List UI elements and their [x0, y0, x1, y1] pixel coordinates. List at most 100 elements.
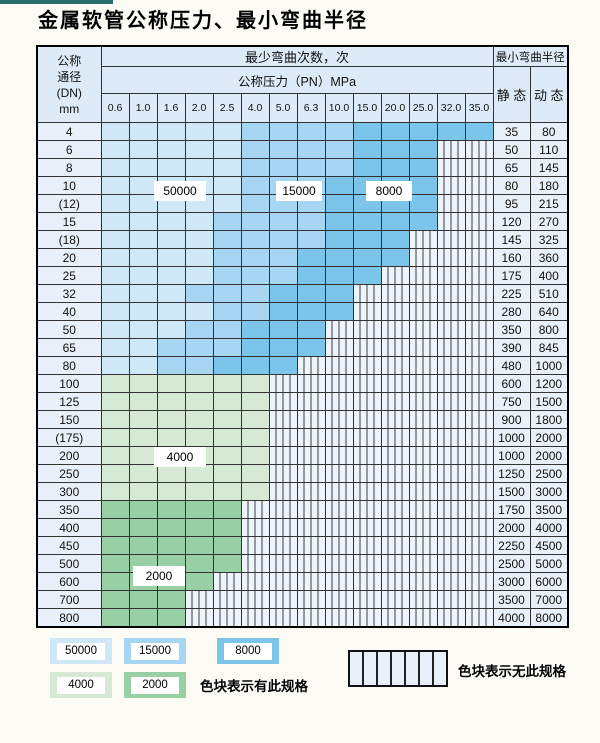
legend-green-row: 4000 2000 色块表示有此规格	[50, 672, 308, 698]
legend-swatch-label: 4000	[57, 676, 105, 694]
grid-cell	[240, 230, 270, 249]
grid-cell	[240, 464, 270, 483]
grid-cell	[380, 536, 410, 555]
grid-cell	[324, 590, 354, 609]
static-radius-cell: 1500	[492, 482, 531, 501]
bend-radius-header: 最小弯曲半径	[492, 45, 569, 67]
grid-cell	[156, 410, 186, 429]
dn-cell: 700	[36, 590, 102, 609]
grid-cell	[156, 518, 186, 537]
grid-cell	[296, 554, 326, 573]
grid-cell	[240, 410, 270, 429]
grid-cell	[128, 320, 158, 339]
grid-cell	[212, 608, 242, 628]
grid-cell	[268, 158, 298, 177]
grid-cell	[324, 158, 354, 177]
dn-cell: 4	[36, 122, 102, 141]
grid-cell	[408, 176, 438, 195]
grid-cell	[184, 158, 214, 177]
grid-cell	[268, 446, 298, 465]
dn-cell: 800	[36, 608, 102, 628]
grid-cell	[212, 212, 242, 231]
grid-cell	[184, 284, 214, 303]
grid-cell	[240, 392, 270, 411]
grid-cell	[464, 374, 494, 393]
grid-cell	[100, 284, 130, 303]
grid-cell	[380, 500, 410, 519]
grid-cell	[212, 338, 242, 357]
grid-cell	[324, 230, 354, 249]
grid-cell	[408, 374, 438, 393]
grid-cell	[380, 266, 410, 285]
grid-cell	[352, 590, 382, 609]
legend-blue-row: 50000 15000 8000	[50, 638, 279, 664]
dynamic-radius-cell: 215	[529, 194, 569, 213]
dynamic-radius-cell: 180	[529, 176, 569, 195]
grid-cell	[352, 284, 382, 303]
grid-cell	[100, 194, 130, 213]
grid-cell	[100, 482, 130, 501]
corner-line-2: 通径	[57, 69, 82, 84]
grid-cell	[436, 608, 466, 628]
table-row: 32 225 510	[36, 284, 569, 303]
table-row: 400 2000 4000	[36, 518, 569, 537]
grid-cell	[240, 176, 270, 195]
grid-cell	[100, 446, 130, 465]
grid-cell	[212, 590, 242, 609]
grid-cell	[156, 374, 186, 393]
grid-cell	[156, 536, 186, 555]
static-radius-cell: 1750	[492, 500, 531, 519]
dynamic-radius-cell: 360	[529, 248, 569, 267]
grid-cell	[128, 446, 158, 465]
grid-cell	[464, 554, 494, 573]
grid-cell	[156, 212, 186, 231]
table-row: 500 2500 5000	[36, 554, 569, 573]
grid-cell	[352, 572, 382, 591]
grid-cell	[464, 248, 494, 267]
grid-cell	[268, 608, 298, 628]
grid-cell	[408, 356, 438, 375]
pressure-col-header: 1.6	[156, 93, 186, 123]
grid-cell	[212, 230, 242, 249]
grid-cell	[156, 320, 186, 339]
static-radius-cell: 120	[492, 212, 531, 231]
dynamic-radius-cell: 1000	[529, 356, 569, 375]
grid-cell	[184, 500, 214, 519]
legend-swatch-label: 8000	[224, 642, 272, 660]
grid-cell	[100, 320, 130, 339]
grid-cell	[156, 284, 186, 303]
grid-cell	[408, 500, 438, 519]
pressure-col-header: 2.5	[212, 93, 242, 123]
grid-cell	[296, 410, 326, 429]
grid-cell	[408, 482, 438, 501]
static-radius-cell: 480	[492, 356, 531, 375]
grid-cell	[352, 212, 382, 231]
grid-cell	[240, 248, 270, 267]
grid-cell	[156, 428, 186, 447]
dn-cell: 10	[36, 176, 102, 195]
grid-cell	[436, 266, 466, 285]
grid-cell	[408, 122, 438, 141]
grid-cell	[240, 338, 270, 357]
grid-cell	[408, 536, 438, 555]
grid-cell	[380, 374, 410, 393]
table-row: 300 1500 3000	[36, 482, 569, 501]
static-radius-cell: 600	[492, 374, 531, 393]
grid-cell	[100, 554, 130, 573]
pressure-col-header: 1.0	[128, 93, 158, 123]
grid-cell	[100, 140, 130, 159]
grid-cell	[100, 176, 130, 195]
table-row: 700 3500 7000	[36, 590, 569, 609]
grid-cell	[436, 338, 466, 357]
pressure-col-header: 10.0	[324, 93, 354, 123]
dn-cell: 65	[36, 338, 102, 357]
grid-cell	[128, 590, 158, 609]
grid-cell	[128, 500, 158, 519]
grid-cell	[324, 446, 354, 465]
grid-cell	[240, 140, 270, 159]
grid-cell	[380, 122, 410, 141]
grid-cell	[408, 338, 438, 357]
grid-cell	[212, 248, 242, 267]
grid-cell	[184, 266, 214, 285]
dn-cell: 300	[36, 482, 102, 501]
